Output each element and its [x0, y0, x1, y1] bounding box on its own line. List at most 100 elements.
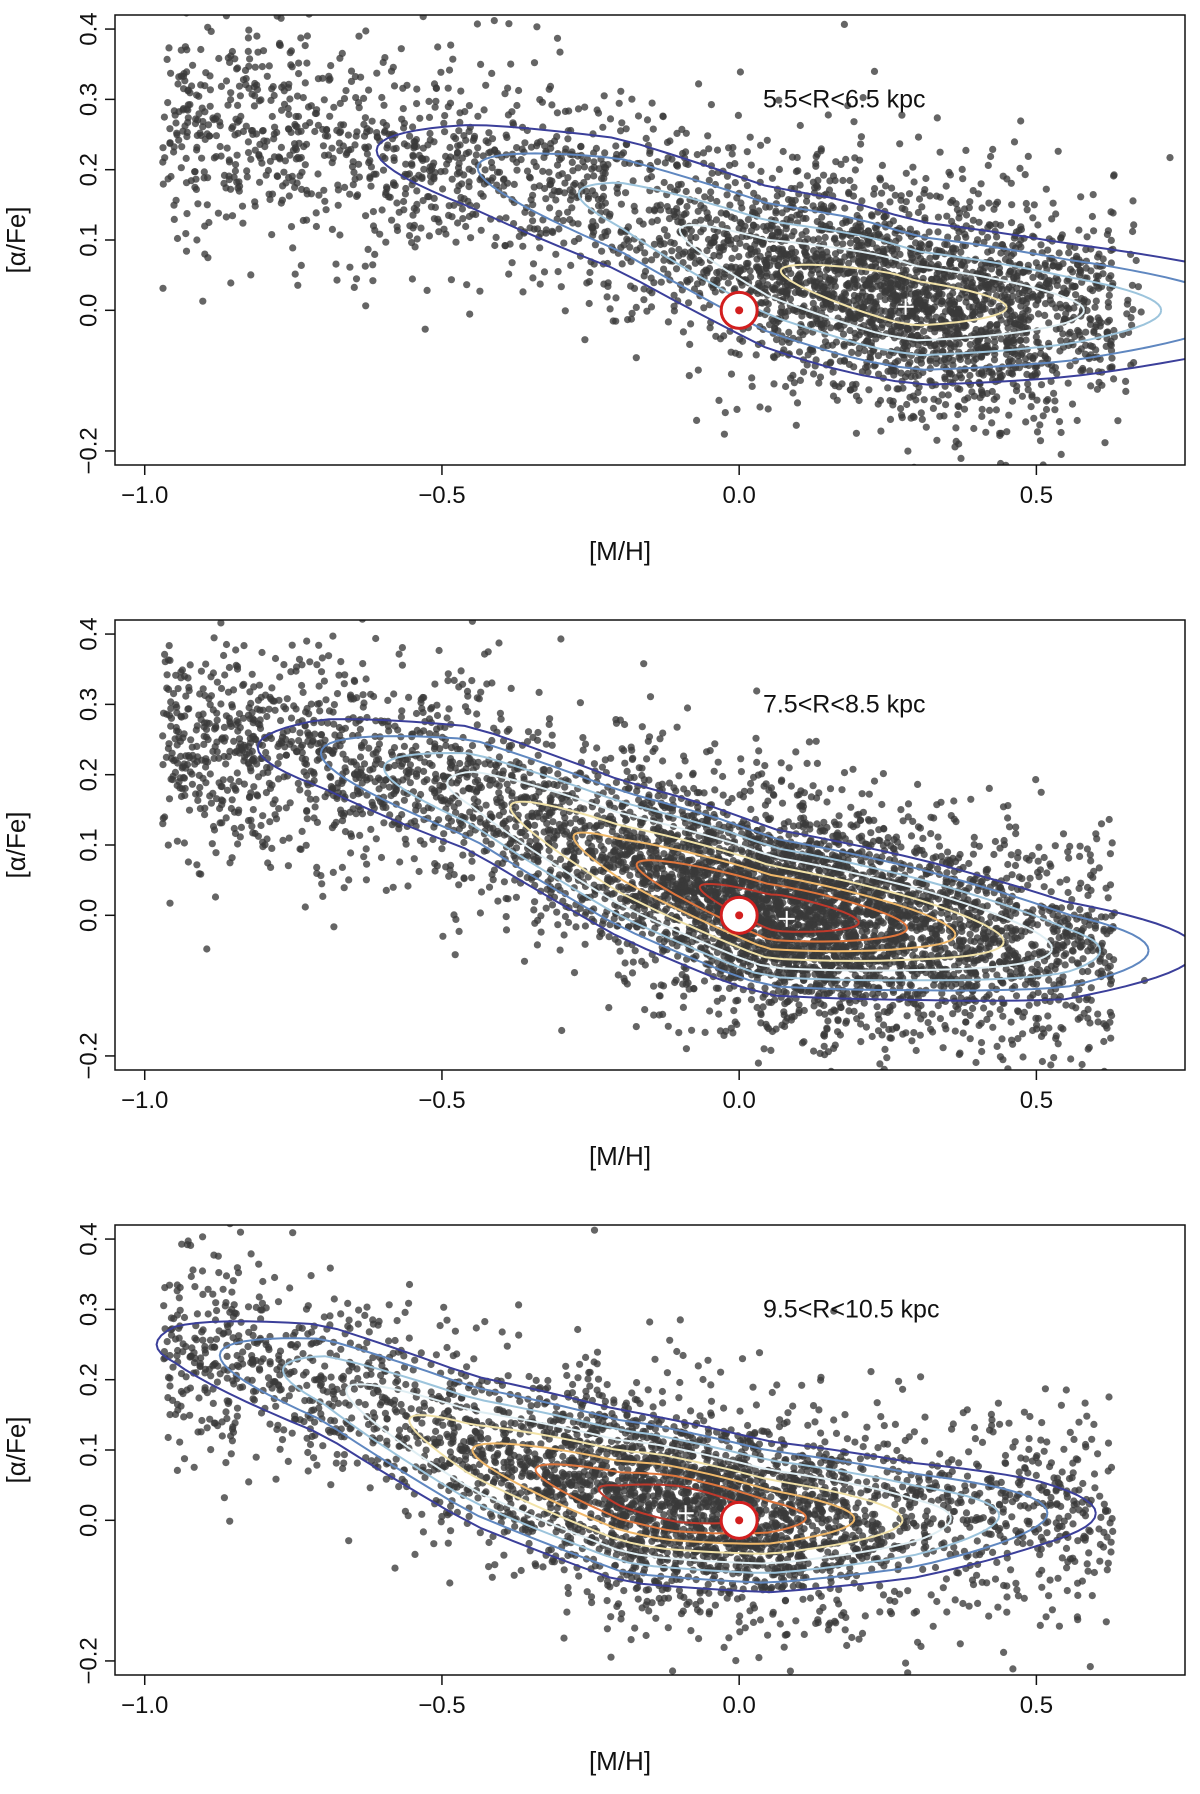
- data-point: [882, 212, 890, 220]
- data-point: [919, 259, 927, 267]
- data-point: [243, 167, 251, 175]
- data-point: [222, 15, 230, 20]
- data-point: [865, 318, 873, 326]
- data-point: [862, 1023, 871, 1031]
- data-point: [253, 86, 262, 94]
- data-point: [746, 245, 755, 253]
- data-point: [648, 256, 656, 264]
- data-point: [295, 655, 304, 663]
- data-point: [326, 112, 334, 120]
- data-point: [804, 235, 812, 243]
- data-point: [1051, 406, 1059, 414]
- data-point: [889, 516, 896, 523]
- data-point: [841, 204, 849, 212]
- data-point: [812, 162, 820, 170]
- data-point: [193, 146, 201, 154]
- data-point: [934, 228, 942, 236]
- data-point: [977, 261, 986, 269]
- data-point: [969, 216, 977, 224]
- y-tick-label: 0.0: [75, 294, 102, 327]
- data-point: [184, 106, 192, 114]
- data-point: [280, 168, 288, 176]
- data-point: [462, 222, 470, 231]
- data-point: [920, 347, 928, 355]
- data-point: [1042, 185, 1050, 193]
- data-point: [455, 127, 463, 135]
- data-point: [840, 20, 849, 28]
- data-point: [888, 293, 896, 301]
- data-point: [800, 368, 808, 376]
- data-point: [568, 192, 576, 200]
- data-point: [477, 226, 485, 234]
- data-point: [870, 255, 878, 263]
- data-point: [820, 171, 828, 179]
- data-point: [757, 167, 765, 175]
- data-point: [347, 77, 356, 85]
- data-point: [505, 270, 513, 278]
- data-point: [560, 189, 569, 197]
- data-point: [263, 137, 271, 145]
- data-point: [205, 132, 214, 140]
- data-point: [299, 94, 307, 102]
- data-point: [590, 172, 598, 180]
- data-point: [542, 195, 550, 203]
- data-point: [691, 259, 699, 267]
- data-point: [920, 327, 928, 335]
- data-point: [581, 103, 589, 111]
- data-point: [917, 409, 925, 417]
- data-point: [536, 280, 544, 288]
- data-point: [827, 282, 835, 290]
- y-tick-label: 0.3: [75, 83, 102, 116]
- data-point: [821, 273, 830, 281]
- data-point: [1052, 325, 1060, 333]
- data-point: [356, 831, 364, 840]
- data-point: [569, 167, 577, 175]
- data-point: [870, 67, 879, 75]
- data-point: [909, 412, 917, 420]
- data-point: [955, 294, 963, 302]
- data-point: [562, 145, 570, 153]
- data-point: [560, 931, 568, 939]
- data-point: [787, 782, 795, 790]
- data-point: [852, 392, 861, 400]
- data-point: [529, 274, 537, 282]
- data-point: [413, 206, 421, 214]
- data-point: [762, 226, 770, 235]
- data-point: [934, 397, 943, 405]
- data-point: [727, 348, 735, 356]
- data-point: [736, 218, 744, 226]
- data-point: [878, 161, 887, 169]
- data-point: [700, 304, 708, 312]
- data-point: [198, 154, 206, 162]
- data-point: [537, 138, 545, 146]
- data-point: [993, 325, 1001, 333]
- data-point: [955, 348, 963, 356]
- data-point: [784, 251, 792, 259]
- data-point: [861, 298, 869, 306]
- data-point: [1059, 330, 1067, 338]
- data-point: [686, 340, 694, 348]
- data-point: [250, 102, 258, 110]
- data-point: [574, 164, 582, 172]
- data-point: [1088, 343, 1097, 351]
- data-point: [1022, 418, 1030, 426]
- data-point: [265, 62, 273, 70]
- data-point: [988, 368, 996, 377]
- data-point: [852, 301, 860, 309]
- data-point: [159, 144, 167, 152]
- data-point: [184, 87, 192, 95]
- data-point: [278, 106, 286, 114]
- data-point: [574, 105, 583, 113]
- data-point: [868, 481, 875, 488]
- data-point: [824, 111, 832, 119]
- data-point: [894, 385, 903, 393]
- data-point: [817, 147, 825, 155]
- data-point: [180, 839, 188, 847]
- data-point: [679, 250, 687, 258]
- data-point: [1037, 241, 1045, 249]
- data-point: [505, 20, 513, 28]
- data-point: [857, 239, 865, 247]
- data-point: [385, 783, 393, 791]
- data-point: [1003, 249, 1011, 257]
- data-point: [286, 151, 294, 159]
